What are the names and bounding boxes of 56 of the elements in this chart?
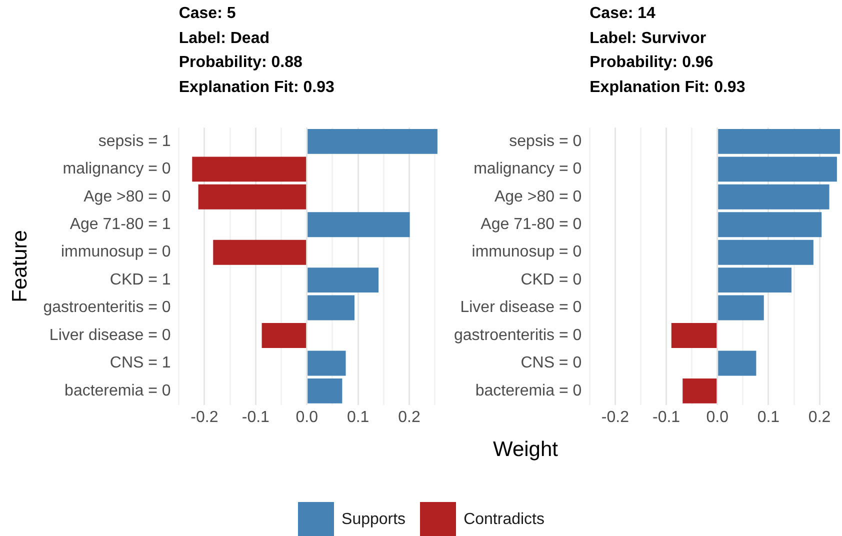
x-tick-label: 0.1 [757, 408, 780, 426]
y-tick-label: Age >80 = 0 [84, 188, 171, 206]
y-tick-label: Age >80 = 0 [494, 188, 582, 206]
bar [682, 378, 717, 404]
bar [213, 240, 306, 265]
bar [718, 240, 814, 265]
y-tick-label: Age 71-80 = 0 [480, 216, 582, 234]
y-tick-label: CKD = 1 [110, 271, 171, 288]
x-tick-label: 0.0 [296, 408, 318, 426]
x-tick-label: 0.2 [398, 408, 420, 426]
y-tick-label: Liver disease = 0 [460, 299, 582, 316]
y-tick-label: malignancy = 0 [62, 160, 171, 178]
y-tick-label: malignancy = 0 [474, 160, 582, 178]
bar [308, 295, 354, 320]
chart-title: Case: 14 Label: Survivor Probability: 0.96 Explanation Fit: 0.93 [590, 4, 746, 98]
y-tick-label: sepsis = 0 [509, 132, 582, 150]
y-tick-label: CNS = 0 [520, 354, 582, 372]
y-tick-label: Liver disease = 0 [49, 326, 171, 344]
x-tick-label: 0.2 [808, 408, 831, 426]
bar [262, 323, 306, 348]
y-tick-label: immunosup = 0 [60, 244, 171, 261]
bar [718, 156, 837, 182]
x-tick-label: 0.1 [346, 408, 370, 426]
x-tick-label: 0.0 [706, 408, 729, 426]
bar [192, 156, 306, 182]
bar [718, 212, 822, 238]
y-tick-label: CNS = 1 [110, 354, 171, 372]
y-tick-label: bacteremia = 0 [64, 382, 171, 400]
y-axis-title: Feature [8, 230, 32, 302]
y-tick-label: gastroenteritis = 0 [454, 326, 582, 344]
bar [718, 295, 764, 320]
y-tick-label: immunosup = 0 [472, 244, 582, 261]
bar [308, 212, 410, 238]
y-tick-label: Age 71-80 = 1 [70, 216, 171, 234]
y-tick-label: CKD = 0 [520, 271, 582, 288]
bar [308, 378, 342, 404]
x-tick-label: -0.2 [190, 408, 218, 426]
legend-label: Supports [342, 511, 406, 529]
legend-label: Contradicts [464, 511, 544, 529]
bar [718, 350, 756, 376]
bar [718, 184, 830, 210]
chart-title: Case: 5 Label: Dead Probability: 0.88 Explanation Fit: 0.93 [178, 4, 334, 98]
bar [308, 128, 438, 154]
bar [308, 350, 346, 376]
x-tick-label: -0.1 [242, 408, 270, 426]
x-axis-title: Weight [492, 438, 559, 462]
bar [198, 184, 306, 210]
bar [671, 323, 717, 348]
bar [718, 128, 840, 154]
y-tick-label: bacteremia = 0 [475, 382, 582, 400]
y-tick-label: sepsis = 1 [98, 132, 171, 150]
x-tick-label: -0.1 [652, 408, 680, 426]
y-tick-label: gastroenteritis = 0 [43, 299, 171, 316]
x-tick-label: -0.2 [601, 408, 630, 426]
bar [718, 268, 792, 293]
bar [308, 268, 379, 293]
